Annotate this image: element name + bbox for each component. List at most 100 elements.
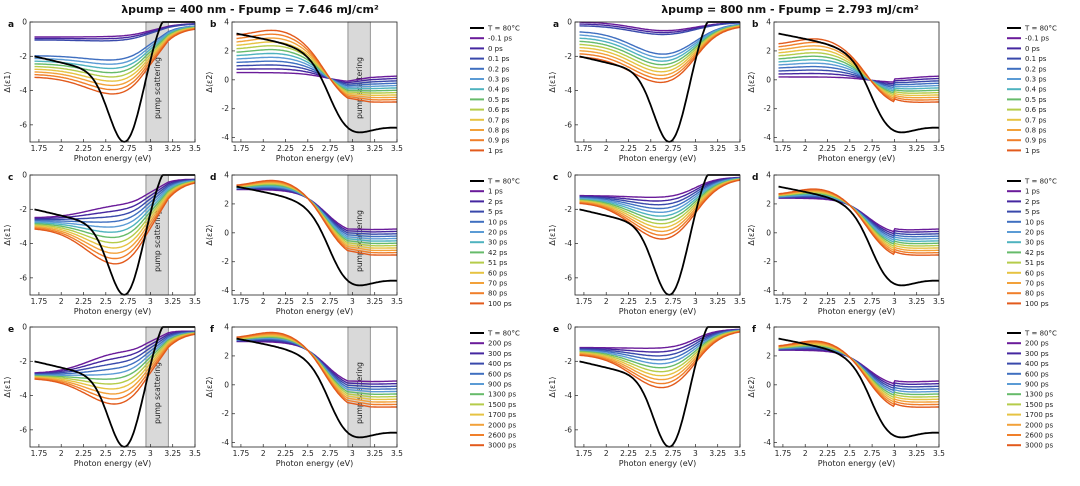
legend-label: 42 ps — [1025, 249, 1045, 257]
legend-label: 51 ps — [1025, 259, 1045, 267]
x-tick-label: 3 — [693, 144, 698, 153]
series-line — [579, 177, 741, 206]
y-tick-label: -4 — [222, 438, 230, 447]
legend-label: 51 ps — [488, 259, 508, 267]
legend-label: 0.4 ps — [488, 86, 510, 94]
axes-frame — [574, 21, 741, 143]
y-tick-label: 0 — [224, 75, 229, 84]
series-line — [579, 329, 741, 361]
legend-label: 200 ps — [488, 340, 512, 348]
x-tick-label: 3 — [350, 297, 355, 306]
pump-scattering-label: pump scattering — [153, 57, 162, 119]
x-tick-label: 2 — [59, 297, 64, 306]
x-axis-label: Photon energy (eV) — [74, 154, 152, 163]
x-tick-label: 1.75 — [233, 297, 250, 306]
legend-label: 0.9 ps — [1025, 137, 1047, 145]
series-line — [34, 180, 196, 239]
series-line — [34, 181, 196, 249]
legend-label: 1300 ps — [488, 391, 516, 399]
series-line — [778, 75, 939, 83]
series-line — [236, 331, 397, 408]
legend: T = 80°C 1 ps 2 ps 5 ps 10 ps 20 ps 30 ps 42 ps… — [1007, 178, 1057, 308]
x-tick-label: 2.25 — [75, 297, 92, 306]
y-tick-label: -2 — [20, 357, 28, 366]
legend: T = 80°C -0.1 ps 0 ps 0.1 ps 0.2 ps 0.3 ps 0.4… — [1007, 25, 1057, 155]
axes-frame — [29, 21, 196, 143]
legend-label: 0.3 ps — [488, 76, 510, 84]
series-line — [579, 178, 741, 217]
panel-letter: f — [752, 325, 756, 335]
series-line — [236, 336, 397, 395]
series-line — [236, 60, 397, 87]
legend-label: 60 ps — [488, 269, 508, 277]
series-line — [34, 178, 196, 220]
series-line — [579, 25, 741, 76]
y-axis-label: Δ⟨ε1⟩ — [548, 376, 557, 397]
legend-label: 42 ps — [488, 249, 508, 257]
y-tick-label: 0 — [22, 171, 27, 180]
x-tick-label: 1.75 — [31, 144, 48, 153]
series-line — [236, 33, 397, 101]
legend-label: 2600 ps — [488, 432, 516, 440]
series-line — [778, 62, 939, 91]
x-tick-label: 2.25 — [277, 297, 294, 306]
x-tick-label: 2.5 — [645, 449, 657, 458]
y-tick-label: -4 — [764, 133, 772, 142]
series-line — [579, 23, 741, 55]
series-line — [579, 25, 741, 69]
y-tick-label: 2 — [224, 351, 229, 360]
series-line — [34, 23, 196, 42]
x-tick-label: 3 — [148, 144, 153, 153]
x-tick-label: 3.5 — [933, 144, 945, 153]
x-tick-label: 2.25 — [620, 144, 637, 153]
y-tick-label: 4 — [224, 171, 229, 180]
legend-label: 2600 ps — [1025, 432, 1053, 440]
series-line — [34, 25, 196, 65]
x-tick-label: 2.25 — [620, 449, 637, 458]
panel-letter: c — [8, 173, 13, 183]
legend-label: 3000 ps — [1025, 442, 1053, 450]
series-line — [579, 330, 741, 373]
series-line — [34, 180, 196, 233]
y-tick-label: 4 — [224, 323, 229, 332]
x-tick-label: 3.5 — [391, 297, 403, 306]
series-line — [579, 24, 741, 62]
x-tick-label: 3.25 — [366, 297, 383, 306]
axes-frame — [574, 174, 741, 296]
y-axis-label: Δ⟨ε2⟩ — [747, 376, 756, 397]
series-line — [579, 26, 741, 84]
y-tick-label: 0 — [224, 228, 229, 237]
series-line — [34, 28, 196, 91]
series-line — [778, 59, 939, 92]
legend-label: T = 80°C — [487, 178, 520, 186]
series-line — [236, 185, 397, 242]
legend-label: 2000 ps — [488, 421, 516, 429]
y-tick-label: -6 — [565, 425, 573, 434]
panel-letter: e — [553, 325, 559, 335]
panel-letter: d — [210, 173, 216, 183]
series-line — [34, 332, 196, 380]
legend-label: T = 80°C — [1024, 25, 1057, 33]
legend: T = 80°C 1 ps 2 ps 5 ps 10 ps 20 ps 30 ps 42 ps… — [470, 178, 520, 308]
y-tick-label: -2 — [764, 257, 772, 266]
reference-line — [778, 32, 940, 134]
x-tick-label: 2 — [803, 297, 808, 306]
x-tick-label: 3.5 — [189, 297, 201, 306]
y-tick-label: -4 — [20, 391, 28, 400]
legend-label: 80 ps — [1025, 290, 1045, 298]
legend-label: 900 ps — [1025, 381, 1049, 389]
series-line — [34, 331, 195, 376]
x-tick-label: 2.75 — [864, 449, 881, 458]
y-tick-label: 2 — [766, 199, 771, 208]
axes-frame — [231, 326, 398, 448]
legend-label: 1500 ps — [1025, 401, 1053, 409]
x-tick-label: 2.75 — [665, 449, 682, 458]
series-line — [236, 181, 398, 252]
y-tick-label: 2 — [766, 46, 771, 55]
legend-label: 900 ps — [488, 381, 512, 389]
series-line — [778, 194, 939, 241]
series-line — [579, 177, 741, 202]
series-line — [34, 333, 196, 395]
